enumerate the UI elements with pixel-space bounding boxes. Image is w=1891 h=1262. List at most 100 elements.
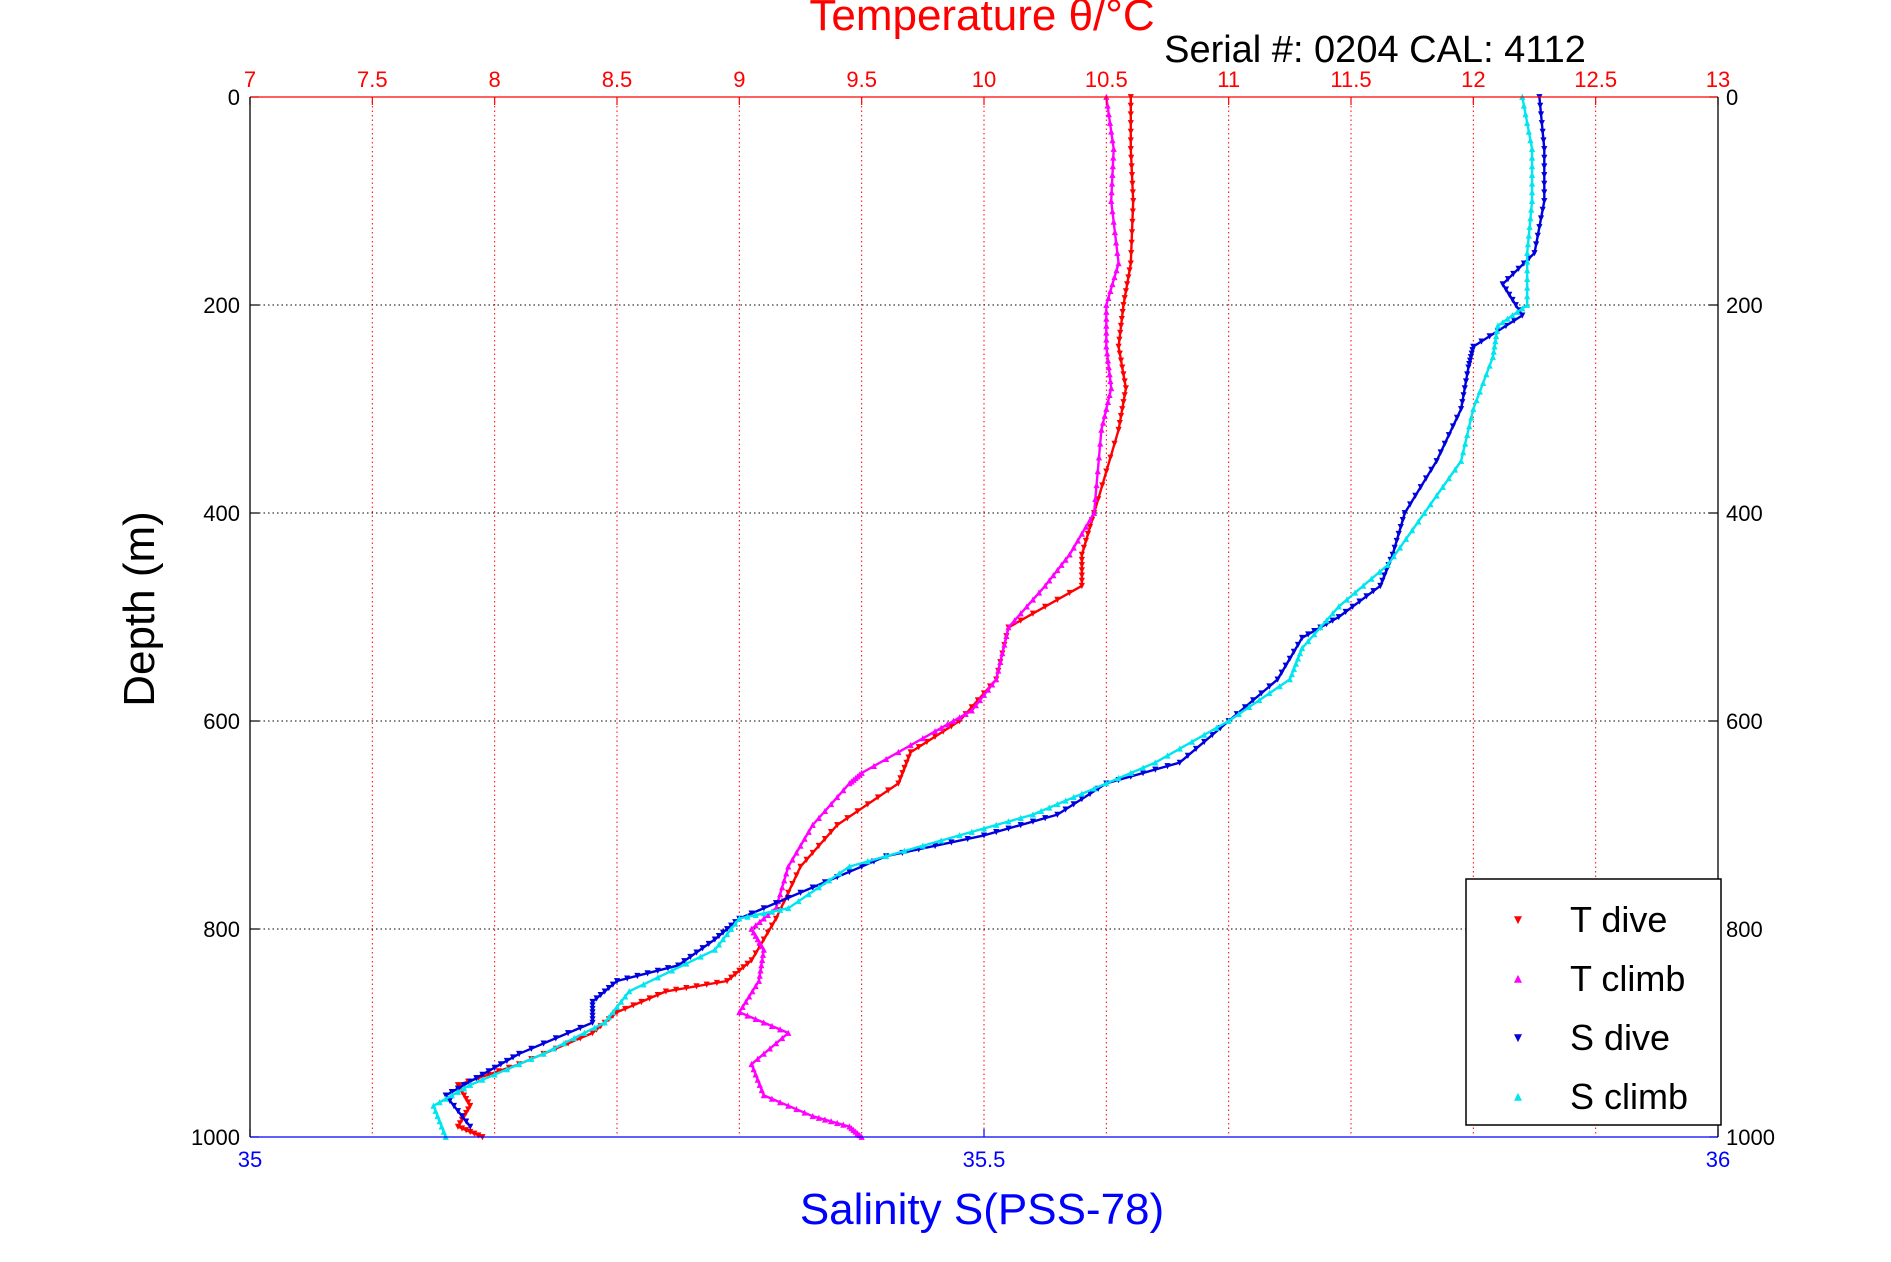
data-point: [1117, 322, 1125, 330]
data-point: [479, 1071, 486, 1078]
data-point: [1524, 275, 1531, 282]
data-point: [1540, 137, 1547, 144]
data-point: [1074, 537, 1081, 544]
data-point: [1129, 208, 1136, 215]
data-point: [491, 1064, 498, 1071]
data-point: [597, 991, 604, 999]
data-point: [1029, 610, 1037, 617]
data-point: [1054, 566, 1061, 574]
data-point: [1494, 322, 1501, 329]
data-point: [919, 735, 926, 742]
data-point: [1127, 120, 1134, 127]
data-point: [803, 856, 810, 863]
data-point: [1527, 215, 1534, 222]
data-point: [821, 1116, 829, 1123]
data-point: [1103, 405, 1110, 412]
data-point: [1528, 180, 1536, 187]
data-point: [809, 1112, 816, 1120]
data-point: [1078, 530, 1085, 537]
data-point: [442, 1092, 449, 1099]
chart-subtitle: Serial #: 0204 CAL: 4112: [1164, 29, 1586, 71]
data-point: [1054, 800, 1061, 808]
data-point: [1046, 804, 1053, 811]
data-point: [899, 770, 906, 777]
data-point: [1017, 814, 1024, 821]
data-point: [1468, 350, 1475, 357]
data-point: [473, 1075, 480, 1082]
series-t-climb: [736, 93, 1122, 1140]
data-point: [984, 686, 992, 693]
bottom-tick-label: 35: [238, 1147, 262, 1172]
data-point: [801, 1109, 808, 1116]
data-point: [1395, 530, 1402, 538]
data-point: [624, 975, 631, 982]
data-point: [1001, 641, 1008, 648]
data-point: [550, 1045, 557, 1052]
data-point: [1058, 561, 1065, 568]
data-point: [1506, 291, 1513, 298]
data-point: [613, 1003, 621, 1010]
data-point: [1417, 484, 1424, 491]
data-point: [903, 759, 910, 766]
data-point: [463, 1127, 470, 1134]
data-point: [705, 940, 712, 948]
data-point: [1128, 229, 1136, 236]
data-point: [1126, 267, 1133, 274]
legend-label: T dive: [1570, 899, 1667, 940]
data-point: [1541, 180, 1548, 187]
data-point: [1266, 683, 1273, 690]
data-point: [1541, 154, 1548, 161]
data-point: [1129, 180, 1136, 187]
data-point: [809, 821, 816, 828]
data-point: [622, 1005, 629, 1013]
data-point: [1290, 665, 1297, 672]
data-point: [758, 1086, 765, 1094]
data-point: [465, 1099, 472, 1106]
data-point: [713, 979, 720, 987]
data-point: [793, 872, 800, 879]
data-point: [781, 877, 788, 884]
data-point: [1274, 676, 1281, 683]
data-point: [1491, 343, 1498, 350]
data-point: [1108, 180, 1116, 187]
data-point: [1541, 189, 1548, 196]
data-point: [683, 985, 690, 992]
data-point: [793, 849, 800, 856]
data-point: [1054, 596, 1061, 603]
data-point: [756, 939, 763, 946]
data-point: [944, 721, 951, 728]
data-point: [724, 978, 731, 985]
data-point: [1541, 172, 1548, 179]
data-point: [938, 837, 945, 844]
data-point: [1099, 482, 1106, 489]
data-point: [1107, 287, 1114, 295]
data-point: [589, 1012, 596, 1019]
data-point: [703, 981, 710, 988]
data-point: [1412, 492, 1419, 499]
data-point: [1127, 260, 1134, 267]
data-point: [1109, 163, 1116, 170]
data-point: [1290, 648, 1297, 655]
data-point: [467, 1102, 474, 1110]
data-point: [1128, 163, 1135, 170]
data-point: [768, 908, 776, 915]
data-point: [1335, 603, 1342, 610]
data-point: [1128, 239, 1135, 246]
data-point: [1105, 364, 1112, 371]
data-point: [1111, 440, 1118, 447]
data-point: [785, 1102, 792, 1109]
data-point: [1445, 475, 1452, 482]
data-point: [1377, 582, 1384, 590]
data-point: [605, 985, 612, 992]
data-point: [760, 1019, 767, 1026]
data-point: [1003, 632, 1010, 639]
data-point: [1124, 281, 1131, 288]
data-point: [1465, 364, 1472, 371]
data-point: [1105, 111, 1112, 118]
top-tick-label: 8: [489, 67, 501, 92]
data-point: [1017, 610, 1024, 617]
bottom-tick-label: 35.5: [963, 1147, 1006, 1172]
data-point: [1213, 724, 1220, 731]
data-point: [1524, 241, 1532, 248]
